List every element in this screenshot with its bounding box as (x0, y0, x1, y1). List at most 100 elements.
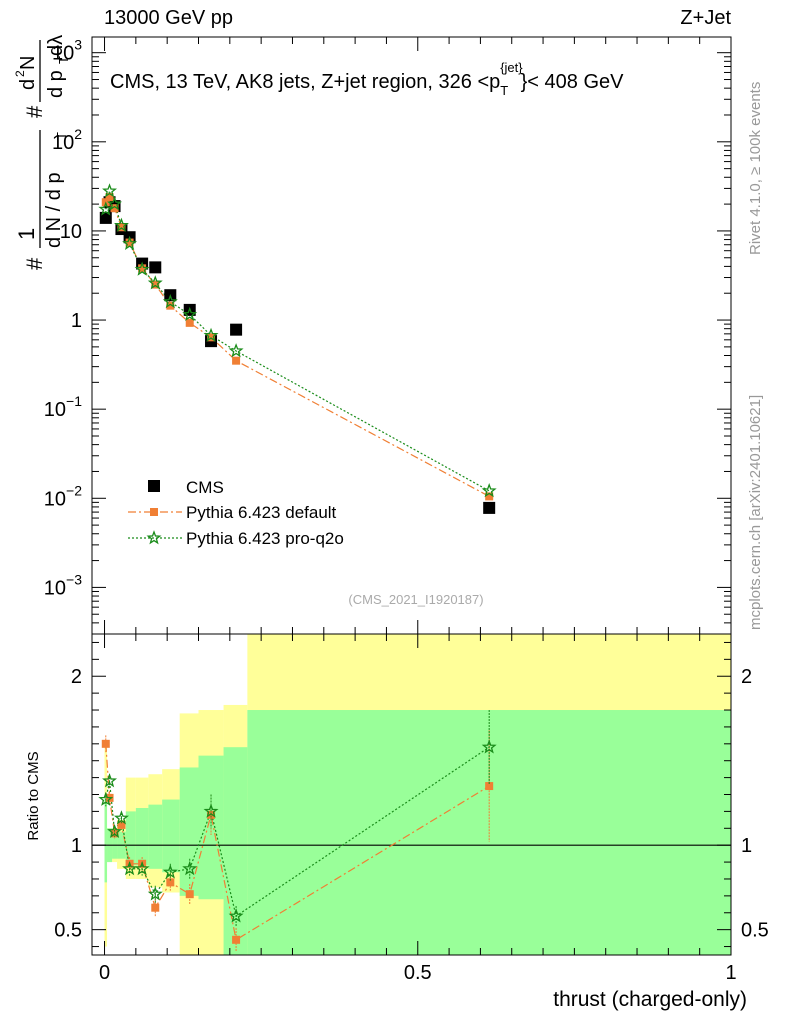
ratio-series-marks (98, 710, 497, 952)
ratio-point-proq2o (203, 803, 219, 818)
series-line-proq2o (105, 188, 490, 492)
legend: CMS Pythia 6.423 default Pythia 6.423 pr… (128, 478, 344, 548)
x-tick-label: 1 (725, 962, 736, 984)
proq2o-point (182, 306, 198, 321)
default-point (232, 356, 241, 365)
y-tick-label: 10−2 (44, 482, 82, 510)
cms-point (149, 261, 162, 274)
proq2o-point (162, 294, 178, 309)
ratio-point-default (485, 782, 494, 791)
y-tick-label: 102 (52, 126, 82, 154)
ratio-y-tick-label-left: 0.5 (54, 920, 82, 942)
ratio-point-proq2o (228, 908, 244, 923)
default-point (110, 204, 119, 213)
title-end: }< 408 GeV (521, 71, 625, 93)
band-green (223, 747, 248, 955)
bottom-panel: 0.5 0.51 12 20 0.5 1 (54, 633, 769, 984)
ylabel-sub-t1: T (54, 132, 69, 140)
cms-point (230, 323, 243, 336)
ratio-line-proq2o (105, 746, 490, 918)
default-point (485, 492, 494, 501)
band-green (125, 811, 136, 866)
ratio-point-proq2o (102, 773, 118, 788)
proq2o-point (102, 183, 118, 198)
default-point (151, 280, 160, 289)
default-point (185, 318, 194, 327)
top-panel: 10−3 10−2 10−1 1 10 102 103 (44, 36, 732, 635)
default-point (138, 264, 147, 273)
band-green (162, 799, 180, 873)
ratio-ylabel: Ratio to CMS (25, 751, 42, 840)
top-series-lines (105, 188, 490, 497)
proq2o-point (203, 327, 219, 342)
ratio-y-tick-label-right: 1 (741, 835, 752, 857)
proq2o-point (113, 217, 129, 232)
ratio-point-default (185, 890, 194, 899)
ratio-point-proq2o (113, 810, 129, 825)
band-green (135, 808, 149, 866)
series-line-default (105, 195, 490, 497)
top-y-axis: 10−3 10−2 10−1 1 10 102 103 (44, 37, 732, 635)
cms-point (483, 501, 496, 514)
title-main: CMS, 13 TeV, AK8 jets, Z+jet region, 326… (110, 71, 500, 93)
uncertainty-bands (104, 634, 732, 955)
ylabel-n: N (17, 56, 39, 70)
analysis-watermark: (CMS_2021_I1920187) (348, 592, 483, 607)
y-tick-label: 1 (71, 310, 82, 332)
title-sup: {jet} (500, 60, 523, 75)
proq2o-point (147, 275, 163, 290)
plot-title: CMS, 13 TeV, AK8 jets, Z+jet region, 326… (110, 60, 624, 98)
ratio-point-default (207, 810, 216, 819)
side-text-mcplots: mcplots.cern.ch [arXiv:2401.10621] (747, 395, 764, 630)
default-point (117, 223, 126, 232)
band-green (179, 767, 199, 896)
ratio-y-tick-label-left: 2 (71, 666, 82, 688)
ratio-y-tick-label-right: 2 (741, 666, 752, 688)
ratio-point-proq2o (134, 860, 150, 876)
y-tick-label: 10−1 (44, 393, 82, 421)
ratio-point-default (117, 820, 126, 829)
header-right: Z+Jet (680, 7, 731, 29)
ylabel-hash1: # (22, 257, 47, 270)
ratio-y-tick-label-right: 0.5 (741, 920, 769, 942)
top-series-marks (98, 183, 497, 514)
y-tick-label: 10 (60, 221, 82, 243)
default-point (105, 193, 114, 202)
legend-proq2o-label: Pythia 6.423 pro-q2o (186, 529, 344, 548)
band-green (198, 755, 224, 900)
legend-proq2o-marker (146, 530, 162, 545)
bottom-axes: 0.5 0.51 12 20 0.5 1 (54, 634, 769, 984)
ratio-point-proq2o (107, 823, 123, 839)
default-point (125, 238, 134, 247)
x-tick-label: 0 (99, 962, 110, 984)
xlabel: thrust (charged-only) (553, 988, 747, 1011)
legend-cms-marker (148, 480, 160, 492)
y-tick-label: 103 (52, 37, 82, 65)
side-text-rivet: Rivet 4.1.0, ≥ 100k events (747, 82, 764, 255)
header-left: 13000 GeV pp (104, 7, 233, 29)
ratio-point-default (166, 878, 175, 887)
band-green (148, 804, 163, 869)
ratio-point-proq2o (98, 791, 114, 806)
ylabel-dndpt: d N / d p (43, 172, 65, 248)
ratio-point-proq2o (182, 860, 198, 876)
ratio-point-proq2o (162, 864, 178, 879)
proq2o-point (481, 483, 497, 498)
band-green (104, 794, 108, 883)
legend-default-label: Pythia 6.423 default (186, 503, 337, 522)
proq2o-point (107, 196, 123, 211)
default-point (166, 301, 175, 310)
ylabel-dlambda: dλ (45, 35, 67, 56)
ylabel-two: 2 (13, 70, 27, 77)
legend-cms-label: CMS (186, 478, 224, 497)
proq2o-point (134, 261, 150, 276)
ylabel-dpt: d p (45, 70, 67, 98)
y-tick-label: 10−3 (44, 571, 82, 599)
title-sub: T (500, 83, 508, 98)
proq2o-point (98, 201, 114, 216)
cms-point (99, 211, 112, 224)
ratio-point-proq2o (122, 860, 138, 876)
ratio-point-proq2o (481, 739, 497, 754)
top-ylabel: # 1 d N / d p T # d p T d 2 N dλ (13, 35, 71, 270)
